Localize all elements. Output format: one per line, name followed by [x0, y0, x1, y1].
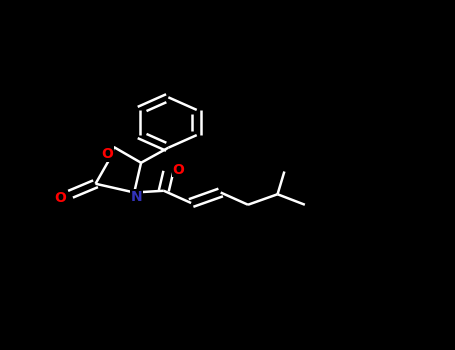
- Text: N: N: [131, 190, 142, 204]
- Text: O: O: [101, 147, 113, 161]
- Text: O: O: [172, 163, 184, 177]
- Text: O: O: [55, 191, 66, 205]
